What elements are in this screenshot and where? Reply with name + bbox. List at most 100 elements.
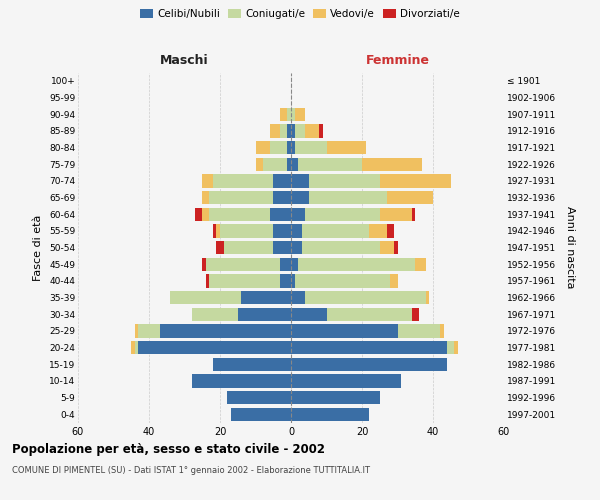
Bar <box>139 341 291 354</box>
Bar <box>280 274 291 287</box>
Bar <box>270 141 287 154</box>
Bar <box>412 208 415 221</box>
Bar <box>326 141 365 154</box>
Bar <box>273 241 291 254</box>
Bar <box>191 308 238 321</box>
Bar <box>380 241 394 254</box>
Bar <box>287 141 291 154</box>
Bar <box>202 174 213 188</box>
Bar <box>291 358 447 371</box>
Bar <box>362 158 422 171</box>
Text: Femmine: Femmine <box>365 54 430 66</box>
Bar <box>426 291 430 304</box>
Bar <box>415 258 426 271</box>
Bar <box>291 141 295 154</box>
Bar <box>280 108 287 121</box>
Bar <box>291 324 398 338</box>
Bar <box>206 258 280 271</box>
Bar <box>447 341 454 354</box>
Bar <box>270 208 291 221</box>
Bar <box>380 174 451 188</box>
Bar <box>280 258 291 271</box>
Bar <box>131 341 135 354</box>
Bar <box>309 174 380 188</box>
Bar <box>291 274 295 287</box>
Text: COMUNE DI PIMENTEL (SU) - Dati ISTAT 1° gennaio 2002 - Elaborazione TUTTITALIA.I: COMUNE DI PIMENTEL (SU) - Dati ISTAT 1° … <box>12 466 370 475</box>
Bar <box>295 274 391 287</box>
Bar <box>291 174 309 188</box>
Bar <box>217 224 220 237</box>
Bar <box>220 224 273 237</box>
Bar <box>241 291 291 304</box>
Bar <box>213 174 273 188</box>
Bar <box>191 374 291 388</box>
Bar <box>291 341 447 354</box>
Bar <box>291 208 305 221</box>
Bar <box>295 108 305 121</box>
Bar <box>298 158 362 171</box>
Y-axis label: Fasce di età: Fasce di età <box>34 214 43 280</box>
Bar <box>291 258 298 271</box>
Bar <box>309 191 387 204</box>
Bar <box>202 258 206 271</box>
Bar <box>291 191 309 204</box>
Bar <box>291 408 369 421</box>
Bar <box>391 274 398 287</box>
Bar <box>209 191 273 204</box>
Bar <box>224 241 273 254</box>
Bar <box>387 191 433 204</box>
Bar <box>213 358 291 371</box>
Bar <box>305 124 319 138</box>
Bar <box>273 191 291 204</box>
Bar <box>263 158 287 171</box>
Bar <box>256 141 270 154</box>
Bar <box>387 224 394 237</box>
Bar <box>291 241 302 254</box>
Text: Maschi: Maschi <box>160 54 209 66</box>
Bar <box>273 174 291 188</box>
Bar <box>305 291 426 304</box>
Bar <box>454 341 458 354</box>
Bar <box>291 308 326 321</box>
Bar <box>209 274 280 287</box>
Bar <box>319 124 323 138</box>
Bar <box>305 208 380 221</box>
Bar <box>202 208 209 221</box>
Bar <box>206 274 209 287</box>
Bar <box>298 258 415 271</box>
Bar <box>291 224 302 237</box>
Bar <box>238 308 291 321</box>
Text: Popolazione per età, sesso e stato civile - 2002: Popolazione per età, sesso e stato civil… <box>12 442 325 456</box>
Bar <box>209 208 270 221</box>
Bar <box>287 158 291 171</box>
Bar <box>217 241 224 254</box>
Bar <box>398 324 440 338</box>
Bar <box>291 391 380 404</box>
Bar <box>202 191 209 204</box>
Y-axis label: Anni di nascita: Anni di nascita <box>565 206 575 288</box>
Bar <box>280 124 287 138</box>
Bar <box>170 291 241 304</box>
Bar <box>227 391 291 404</box>
Bar <box>295 124 305 138</box>
Bar <box>291 108 295 121</box>
Bar <box>326 308 412 321</box>
Bar <box>160 324 291 338</box>
Bar <box>287 108 291 121</box>
Legend: Celibi/Nubili, Coniugati/e, Vedovi/e, Divorziati/e: Celibi/Nubili, Coniugati/e, Vedovi/e, Di… <box>136 5 464 24</box>
Bar <box>440 324 443 338</box>
Bar <box>135 324 139 338</box>
Bar <box>380 208 412 221</box>
Bar <box>291 124 295 138</box>
Bar <box>256 158 263 171</box>
Bar <box>213 224 217 237</box>
Bar <box>295 141 326 154</box>
Bar <box>230 408 291 421</box>
Bar <box>195 208 202 221</box>
Bar <box>394 241 398 254</box>
Bar <box>291 291 305 304</box>
Bar <box>291 158 298 171</box>
Bar <box>270 124 280 138</box>
Bar <box>287 124 291 138</box>
Bar <box>412 308 419 321</box>
